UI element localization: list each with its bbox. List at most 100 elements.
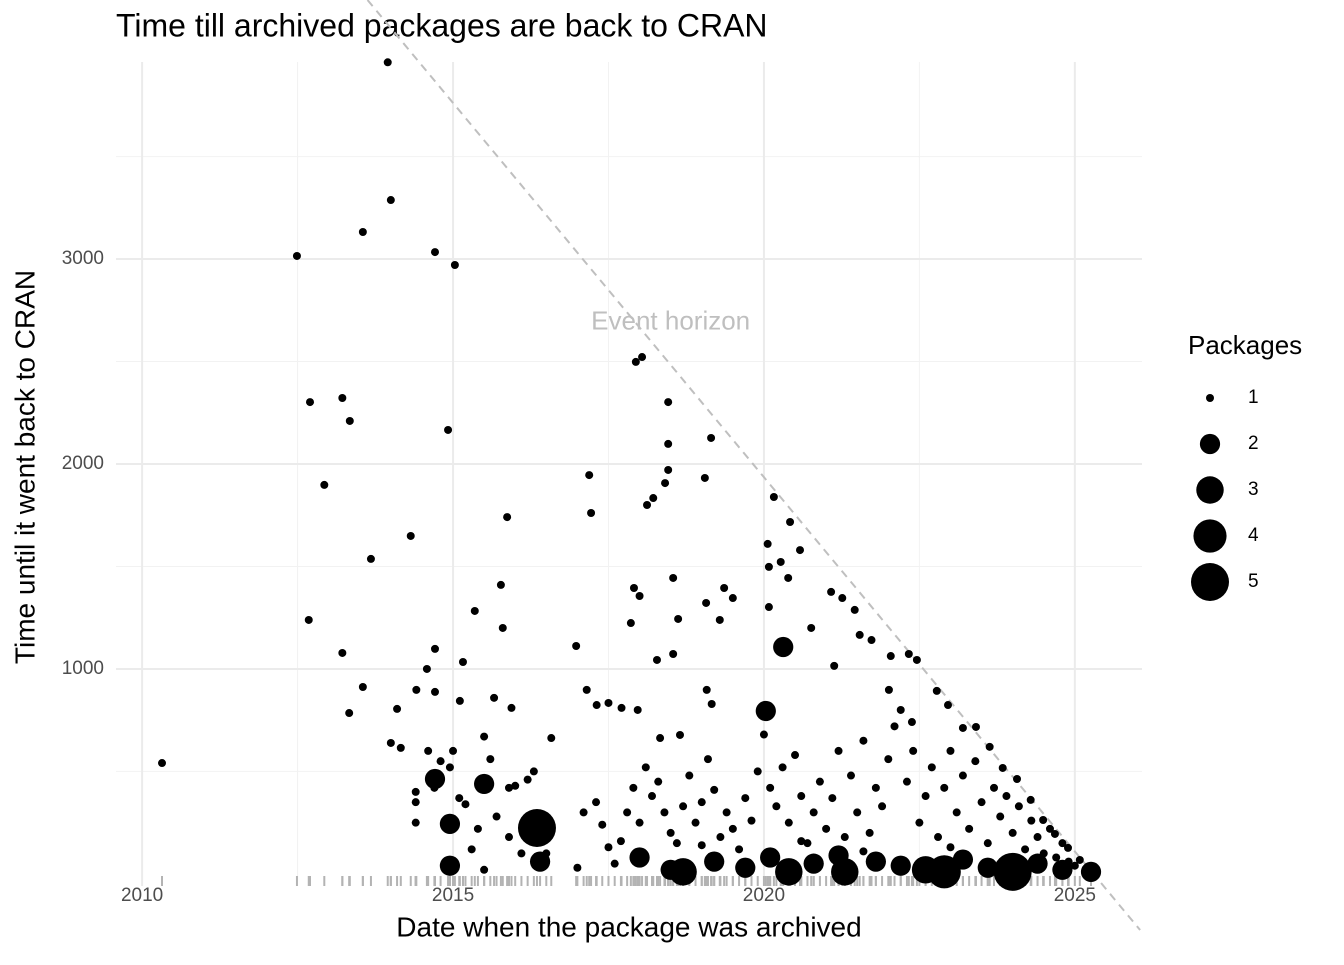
point <box>784 573 793 582</box>
point <box>461 800 470 809</box>
point <box>292 251 301 260</box>
point <box>797 837 806 846</box>
point <box>320 480 329 489</box>
point <box>366 554 375 563</box>
point <box>946 746 955 755</box>
point <box>702 685 711 694</box>
point <box>778 763 787 772</box>
point <box>1070 861 1079 870</box>
point <box>629 847 650 868</box>
point <box>707 433 716 442</box>
point <box>791 751 800 760</box>
point <box>703 755 712 764</box>
point <box>807 623 816 632</box>
point <box>735 857 756 878</box>
point <box>728 824 737 833</box>
point <box>846 771 855 780</box>
point <box>1080 861 1102 882</box>
point <box>697 841 706 850</box>
point <box>666 828 675 837</box>
point <box>158 759 167 768</box>
point <box>652 655 661 664</box>
x-tick-label: 2025 <box>1054 885 1096 906</box>
point <box>766 783 775 792</box>
point <box>940 783 949 792</box>
point <box>1013 775 1022 784</box>
point <box>902 777 911 786</box>
point <box>1002 792 1011 801</box>
point <box>753 767 762 776</box>
point <box>786 518 795 527</box>
point <box>486 755 495 764</box>
point <box>517 849 526 858</box>
point <box>641 763 650 772</box>
point <box>809 808 818 817</box>
point <box>965 824 974 833</box>
point <box>449 746 458 755</box>
point <box>439 813 461 835</box>
point <box>865 828 874 837</box>
point <box>679 802 688 811</box>
point <box>664 439 673 448</box>
point <box>633 705 642 714</box>
point <box>480 865 489 874</box>
point <box>444 425 453 434</box>
point <box>896 705 905 714</box>
point <box>704 851 725 872</box>
point <box>773 636 794 658</box>
point <box>504 783 513 792</box>
point <box>878 802 887 811</box>
point <box>886 652 895 661</box>
point <box>828 794 837 803</box>
point <box>406 531 415 540</box>
point <box>649 494 658 503</box>
point <box>436 757 445 766</box>
point <box>735 845 744 854</box>
point <box>685 771 694 780</box>
point <box>345 709 354 718</box>
point <box>909 746 918 755</box>
point <box>741 794 750 803</box>
point <box>638 353 647 362</box>
point <box>411 787 420 796</box>
point <box>993 852 1032 891</box>
point <box>412 685 421 694</box>
point <box>952 849 974 870</box>
point <box>921 792 930 801</box>
point <box>430 248 439 257</box>
point <box>803 839 812 848</box>
legend-key <box>1196 476 1224 504</box>
legend-title: Packages <box>1188 330 1302 360</box>
point <box>661 479 670 488</box>
point <box>720 583 729 592</box>
point <box>1026 795 1035 804</box>
point <box>598 820 607 829</box>
point <box>629 583 638 592</box>
y-tick-label: 2000 <box>62 453 104 474</box>
point <box>850 605 859 614</box>
point <box>511 781 520 790</box>
point <box>648 792 657 801</box>
point <box>424 746 433 755</box>
point <box>507 703 516 712</box>
point <box>952 808 961 817</box>
point <box>890 722 899 731</box>
legend-label: 1 <box>1248 387 1259 408</box>
point <box>927 763 936 772</box>
point <box>932 686 941 695</box>
point <box>430 644 439 653</box>
point <box>455 794 464 803</box>
point <box>411 798 420 807</box>
point <box>396 743 405 752</box>
point <box>971 722 980 731</box>
point <box>629 783 638 792</box>
point <box>884 755 893 764</box>
point <box>772 802 781 811</box>
point <box>473 824 482 833</box>
point <box>815 777 824 786</box>
point <box>700 473 709 482</box>
point <box>722 808 731 817</box>
point <box>675 730 684 739</box>
point <box>985 742 994 751</box>
